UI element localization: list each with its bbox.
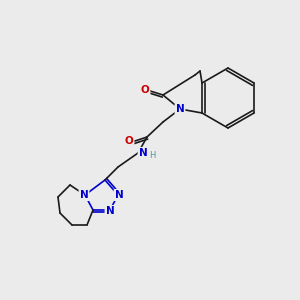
Text: N: N [139, 148, 147, 158]
Text: N: N [176, 104, 184, 114]
Text: N: N [80, 190, 88, 200]
Text: N: N [115, 190, 123, 200]
Text: O: O [124, 136, 134, 146]
Text: N: N [106, 206, 114, 216]
Text: O: O [141, 85, 149, 95]
Text: H: H [149, 151, 155, 160]
